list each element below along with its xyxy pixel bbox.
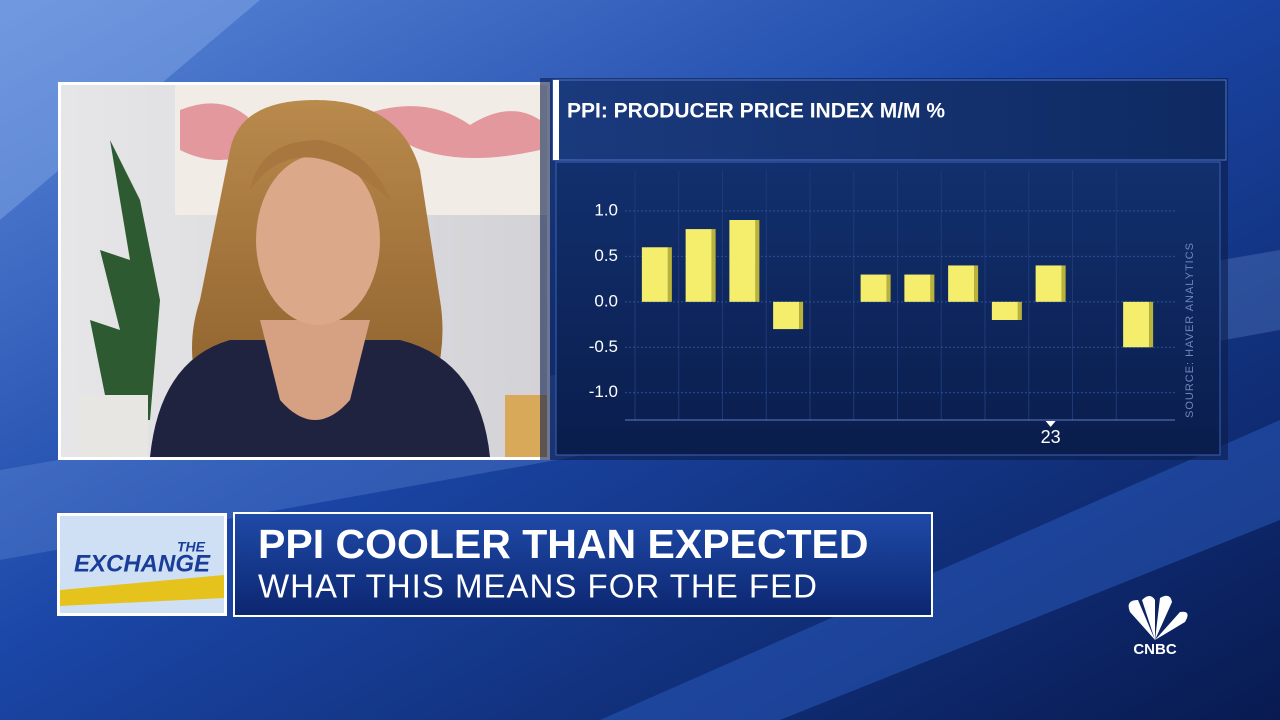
y-tick-label: 0.5 (594, 246, 618, 265)
show-logo: THE EXCHANGE (57, 513, 227, 616)
bar-side (930, 274, 935, 302)
bar-side (886, 274, 891, 302)
plot: 1.0 0.5 0.0 -0.5 -1.0 23 (589, 170, 1175, 447)
bar (860, 274, 887, 302)
background-stripe (600, 420, 1280, 720)
logo-stripe (60, 575, 224, 606)
bar (641, 247, 668, 302)
chart-title-bar (552, 79, 1227, 161)
bar-side (799, 301, 804, 330)
network-logo: CNBC (1128, 595, 1188, 658)
chart-title: PPI: PRODUCER PRICE INDEX M/M % (567, 100, 945, 123)
logo-small-text: THE (177, 539, 206, 555)
x-tick-marker (1045, 421, 1056, 427)
y-tick-label: -0.5 (589, 337, 618, 356)
subhead: WHAT THIS MEANS FOR THE FED (258, 568, 818, 605)
bar (685, 229, 712, 302)
person-fringe (250, 140, 390, 200)
bar (1123, 301, 1150, 348)
peacock-feather (1155, 595, 1172, 640)
bar (1035, 265, 1062, 302)
lower-third (233, 512, 933, 617)
y-tick-label: -1.0 (589, 382, 618, 401)
bar-side (1061, 265, 1066, 302)
bar-side (755, 220, 760, 302)
bar (948, 265, 975, 302)
person-face (256, 155, 380, 325)
bar-side (974, 265, 979, 302)
bar (729, 220, 756, 302)
peacock-feather (1128, 600, 1155, 640)
y-tick-label: 0.0 (594, 291, 618, 310)
plant-pot (78, 395, 148, 457)
x-tick-label: 23 (1041, 427, 1061, 447)
bar-side (711, 229, 716, 302)
video-feed (58, 82, 550, 460)
bar-side (1017, 301, 1022, 320)
network-name: CNBC (1133, 641, 1176, 658)
logo-text: EXCHANGE (74, 550, 211, 577)
peacock-feather (1155, 611, 1188, 640)
bar-side (667, 247, 672, 302)
bar-side (1149, 301, 1154, 348)
chart-title-accent (553, 80, 559, 160)
bar (904, 274, 931, 302)
plant (90, 140, 160, 420)
peacock-feather (1142, 596, 1155, 640)
y-tick-label: 1.0 (594, 200, 618, 219)
bar (773, 301, 800, 330)
headline: PPI COOLER THAN EXPECTED (258, 521, 869, 567)
person-neck (260, 320, 370, 420)
bar (991, 301, 1018, 320)
source-note: SOURCE: HAVER ANALYTICS (1184, 242, 1196, 418)
chart-area (555, 161, 1221, 456)
